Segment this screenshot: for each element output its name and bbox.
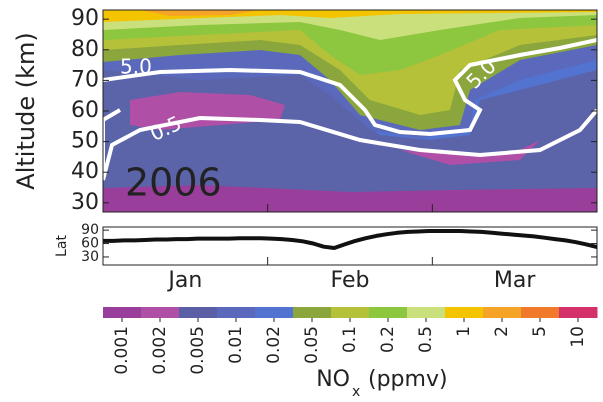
colorbar-swatch [369, 307, 408, 318]
colorbar-title-sub: x [352, 384, 360, 400]
lat-axis-label: Lat [54, 235, 70, 257]
colorbar-tick-label: 0.002 [150, 326, 170, 375]
colorbar-swatch [179, 307, 218, 318]
colorbar-swatch [407, 307, 446, 318]
colorbar-tick-label: 10 [568, 326, 588, 348]
colorbar-swatch [331, 307, 370, 318]
colorbar-tick-label: 0.2 [378, 326, 398, 353]
y-tick-label: 30 [81, 249, 99, 265]
y-tick-label: 90 [81, 222, 99, 238]
y-axis-label: Altitude (km) [12, 32, 40, 189]
colorbar-swatch [103, 307, 142, 318]
colorbar-swatch [141, 307, 180, 318]
colorbar-title: NO [316, 367, 350, 392]
colorbar-swatch [559, 307, 598, 318]
x-tick-label: Jan [166, 268, 202, 293]
colorbar-swatch [445, 307, 484, 318]
colorbar-tick-label: 1 [454, 326, 474, 337]
colorbar-swatch [255, 307, 294, 318]
colorbar-tick-label: 0.01 [226, 326, 246, 364]
colorbar-title-units: (ppmv) [368, 367, 448, 392]
x-tick-label: Feb [331, 268, 370, 293]
y-tick-label: 30 [71, 190, 99, 215]
colorbar-swatch [521, 307, 560, 318]
colorbar-swatch [293, 307, 332, 318]
year-label: 2006 [125, 161, 222, 205]
y-tick-label: 60 [81, 236, 99, 252]
y-tick-label: 70 [71, 67, 99, 92]
colorbar-tick-label: 0.5 [416, 326, 436, 353]
x-tick-label: Mar [494, 268, 536, 293]
y-tick-label: 40 [71, 159, 99, 184]
y-tick-label: 80 [71, 37, 99, 62]
lat-line [103, 229, 598, 250]
colorbar-tick-label: 5 [530, 326, 550, 337]
contour-field [103, 10, 597, 212]
colorbar-tick-label: 0.05 [302, 326, 322, 364]
contour-label: 5.0 [120, 55, 152, 79]
colorbar-tick-label: 0.001 [112, 326, 132, 375]
y-tick-label: 90 [71, 6, 99, 31]
colorbar-tick-label: 2 [492, 326, 512, 337]
colorbar-tick-label: 0.1 [340, 326, 360, 353]
colorbar-tick-label: 0.005 [188, 326, 208, 375]
lat-frame [102, 226, 598, 266]
y-tick-label: 60 [71, 98, 99, 123]
colorbar-swatch [217, 307, 256, 318]
colorbar-tick-label: 0.02 [264, 326, 284, 364]
colorbar-swatch [483, 307, 522, 318]
y-tick-label: 50 [71, 129, 99, 154]
